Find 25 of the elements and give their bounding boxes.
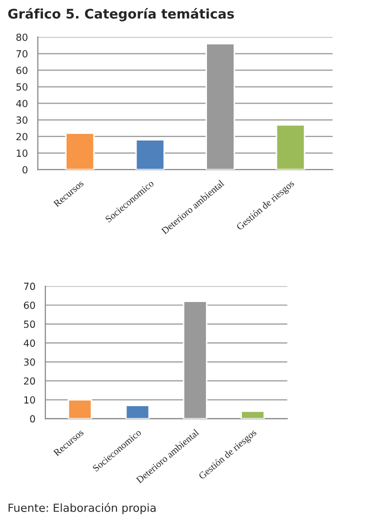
y-tick-label: 40 xyxy=(24,339,35,347)
bar xyxy=(240,410,265,419)
y-tick-label: 70 xyxy=(24,282,35,290)
y-tick-label: 80 xyxy=(16,34,28,41)
y-tick-label: 40 xyxy=(16,100,28,108)
y-tick-label: 30 xyxy=(16,116,28,124)
y-tick-label: 60 xyxy=(16,66,28,74)
chart-title: Gráfico 5. Categoría temáticas xyxy=(8,8,234,22)
y-tick-label: 60 xyxy=(24,302,35,309)
bar xyxy=(135,139,165,170)
y-tick-label: 10 xyxy=(16,150,28,157)
y-tick-label: 70 xyxy=(16,50,28,58)
y-tick-label: 50 xyxy=(16,83,28,91)
bar xyxy=(125,404,150,419)
bar xyxy=(68,399,92,419)
y-tick-label: 0 xyxy=(22,166,28,174)
y-tick-label: 30 xyxy=(24,358,35,366)
y-tick-label: 10 xyxy=(24,396,35,404)
y-tick-label: 50 xyxy=(24,320,35,328)
y-tick-label: 0 xyxy=(30,415,35,423)
bar xyxy=(65,132,95,170)
source-note: Fuente: Elaboración propia xyxy=(8,502,156,514)
y-tick-label: 20 xyxy=(24,377,35,385)
bar xyxy=(276,124,306,170)
y-tick-label: 20 xyxy=(16,132,28,140)
